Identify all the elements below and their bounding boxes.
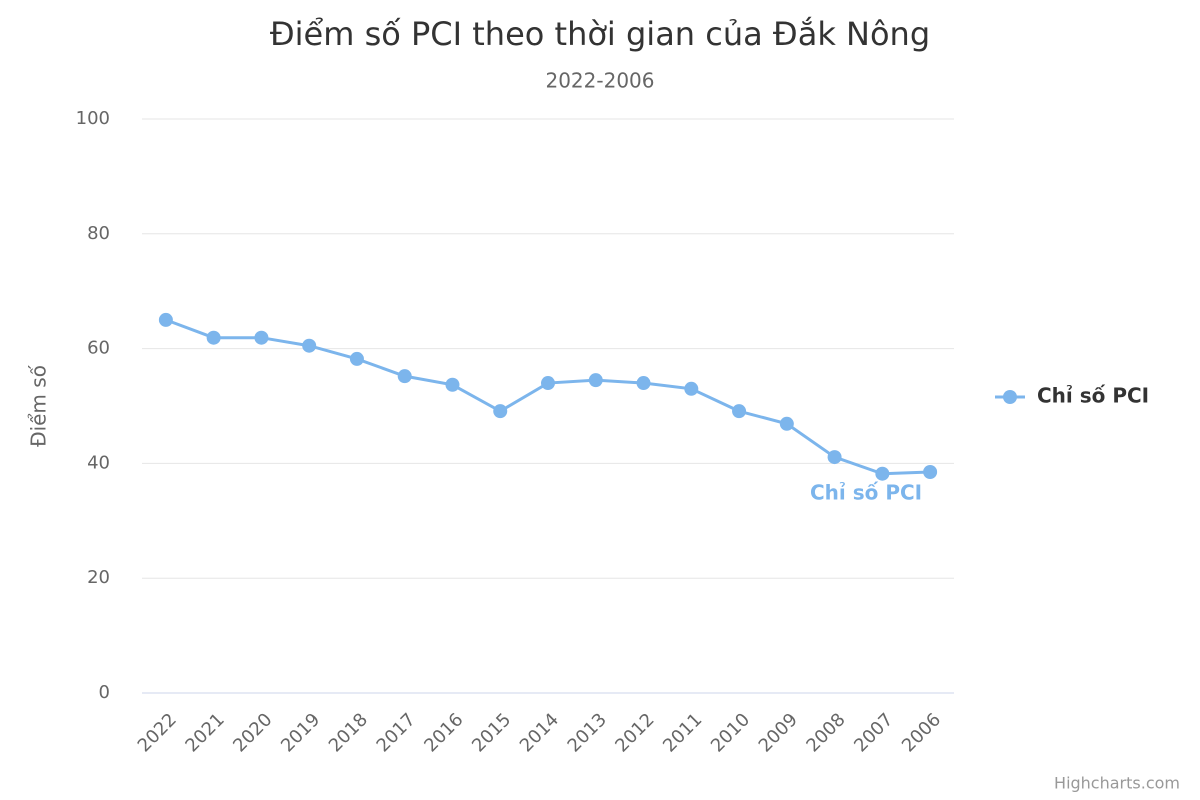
data-point <box>923 465 938 480</box>
data-point <box>541 376 555 391</box>
data-point <box>302 338 317 353</box>
x-tick-label: 2013 <box>564 709 611 756</box>
data-point <box>732 404 747 419</box>
y-tick-label: 0 <box>99 682 110 703</box>
y-tick-label: 40 <box>87 452 110 473</box>
data-point <box>875 466 890 481</box>
data-point <box>397 369 412 384</box>
data-point <box>779 416 794 431</box>
x-tick-label: 2015 <box>468 709 515 756</box>
legend-label[interactable]: Chỉ số PCI <box>1037 384 1149 408</box>
x-tick-label: 2010 <box>707 709 754 756</box>
data-point <box>445 377 460 392</box>
x-tick-label: 2018 <box>325 709 372 756</box>
x-tick-label: 2007 <box>850 709 897 756</box>
x-tick-label: 2019 <box>277 709 324 756</box>
x-tick-label: 2012 <box>611 709 658 756</box>
data-point <box>636 376 651 391</box>
legend-marker <box>1003 390 1017 404</box>
y-axis-title: Điểm số <box>27 364 51 447</box>
y-tick-label: 20 <box>87 567 110 588</box>
x-tick-label: 2017 <box>373 709 420 756</box>
data-point <box>349 351 364 366</box>
x-tick-label: 2009 <box>755 709 802 756</box>
x-tick-label: 2022 <box>134 709 181 756</box>
chart-title: Điểm số PCI theo thời gian của Đắk Nông <box>270 15 930 53</box>
data-point <box>684 381 699 396</box>
x-tick-label: 2021 <box>181 709 228 756</box>
y-tick-label: 60 <box>87 338 110 359</box>
x-tick-label: 2020 <box>229 709 276 756</box>
x-tick-label: 2011 <box>659 709 706 756</box>
credits[interactable]: Highcharts.com <box>1054 774 1180 793</box>
data-point <box>827 450 842 465</box>
series-line <box>165 318 931 476</box>
y-tick-label: 80 <box>87 223 110 244</box>
data-point <box>493 404 508 419</box>
x-tick-label: 2014 <box>516 709 563 756</box>
y-tick-label: 100 <box>76 108 110 129</box>
x-tick-label: 2016 <box>420 709 467 756</box>
data-point <box>206 330 221 345</box>
chart-subtitle: 2022-2006 <box>545 69 654 93</box>
series-label: Chỉ số PCI <box>810 481 922 505</box>
data-point <box>588 373 603 388</box>
data-point <box>158 312 173 327</box>
x-tick-label: 2006 <box>898 709 945 756</box>
data-point <box>254 330 269 345</box>
x-tick-label: 2008 <box>802 709 849 756</box>
